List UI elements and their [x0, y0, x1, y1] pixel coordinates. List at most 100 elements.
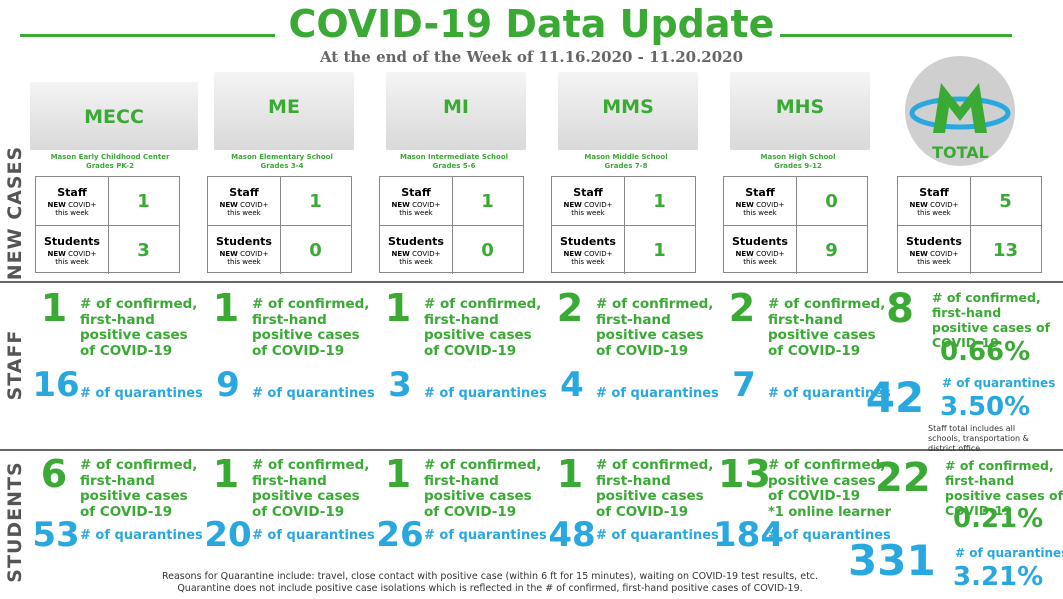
box-label: Students NEW COVID+ this week: [380, 226, 453, 274]
covid-word: COVID+: [68, 201, 97, 209]
quarantine-text: # of quarantines: [768, 528, 891, 543]
total-confirmed-text: # of confirmed, first-hand positive case…: [932, 290, 1051, 350]
box-label: Staff NEW COVID+ this week: [36, 177, 109, 225]
school-abbr: ME: [268, 96, 300, 118]
box-label: Staff NEW COVID+ this week: [380, 177, 453, 225]
box-row: Staff NEW COVID+ this week 1: [380, 177, 523, 225]
quarantine-count: 7: [732, 365, 756, 405]
footer: Reasons for Quarantine include: travel, …: [0, 571, 980, 595]
row-label: Staff: [57, 186, 87, 199]
section-label-text: STUDENTS: [4, 461, 26, 583]
covid-word: COVID+: [412, 250, 441, 258]
row-sublabel: this week: [571, 258, 605, 266]
box-label: Students NEW COVID+ this week: [898, 226, 971, 274]
covid-word: COVID+: [240, 201, 269, 209]
new-word: NEW: [735, 250, 754, 258]
school-grades: Grades 9-12: [774, 162, 822, 170]
row-sublabel: NEW COVID+: [898, 201, 970, 209]
row-sublabel: NEW COVID+: [380, 250, 452, 258]
school-photo: ME: [214, 72, 354, 150]
quarantine-text: # of quarantines: [424, 528, 547, 543]
row-label: Students: [560, 235, 616, 248]
row-sublabel: NEW COVID+: [380, 201, 452, 209]
row-sublabel: NEW COVID+: [552, 201, 624, 209]
title: COVID-19 Data Update: [288, 2, 775, 46]
total-logo: [905, 56, 1015, 166]
box-row: Students NEW COVID+ this week 13: [898, 225, 1041, 274]
row-sublabel: this week: [917, 258, 951, 266]
covid-word: COVID+: [930, 201, 959, 209]
confirmed-text: # of confirmed, first-hand positive case…: [424, 296, 542, 359]
box-row: Staff NEW COVID+ this week 0: [724, 177, 867, 225]
confirmed-count: 2: [556, 286, 584, 330]
new-word: NEW: [909, 250, 928, 258]
row-sublabel: NEW COVID+: [724, 201, 796, 209]
quarantine-text: # of quarantines: [80, 386, 203, 401]
new-word: NEW: [219, 201, 238, 209]
covid-word: COVID+: [68, 250, 97, 258]
covid-word: COVID+: [412, 201, 441, 209]
box-label: Students NEW COVID+ this week: [36, 226, 109, 274]
school-grades: Grades 7-8: [604, 162, 648, 170]
box-row: Staff NEW COVID+ this week 1: [36, 177, 179, 225]
confirmed-count: 13: [718, 452, 771, 496]
new-cases-box: Staff NEW COVID+ this week 1 Students NEW COV…: [35, 176, 180, 274]
confirmed-count: 1: [384, 286, 412, 330]
school-abbr: MECC: [84, 106, 144, 128]
row-sublabel: NEW COVID+: [36, 201, 108, 209]
new-word: NEW: [391, 201, 410, 209]
confirmed-text: # of confirmed, first-hand positive case…: [596, 457, 714, 520]
row-label: Students: [732, 235, 788, 248]
quarantine-text: # of quarantines: [768, 386, 891, 401]
total-quarantines: 42: [865, 373, 925, 422]
covid-word: COVID+: [584, 250, 613, 258]
row-sublabel: this week: [55, 258, 89, 266]
row-sublabel: NEW COVID+: [552, 250, 624, 258]
quarantine-count: 4: [560, 365, 584, 405]
confirmed-text: # of confirmed, first-hand positive case…: [80, 457, 198, 520]
covid-word: COVID+: [240, 250, 269, 258]
box-row: Staff NEW COVID+ this week 1: [552, 177, 695, 225]
total-confirmed: 22: [875, 455, 931, 501]
school-abbr: MMS: [602, 96, 654, 118]
new-word: NEW: [735, 201, 754, 209]
quarantine-text: # of quarantines: [596, 386, 719, 401]
covid-word: COVID+: [756, 250, 785, 258]
box-label: Staff NEW COVID+ this week: [552, 177, 625, 225]
divider: [0, 281, 1063, 283]
confirmed-text: # of confirmed, first-hand positive case…: [424, 457, 542, 520]
new-count: 1: [137, 190, 150, 212]
box-label: Students NEW COVID+ this week: [208, 226, 281, 274]
total-confirmed: 8: [886, 286, 914, 332]
new-cases-box: Staff NEW COVID+ this week 5 Students NEW COV…: [897, 176, 1042, 274]
quarantine-count: 48: [548, 515, 596, 555]
total-label: TOTAL: [932, 143, 989, 162]
school-grades: Grades 3-4: [260, 162, 304, 170]
new-cases-box: Staff NEW COVID+ this week 0 Students NEW COV…: [723, 176, 868, 274]
school-name: Mason Early Childhood Center: [50, 153, 170, 161]
section-label-text: NEW CASES: [4, 145, 26, 280]
box-label: Staff NEW COVID+ this week: [898, 177, 971, 225]
new-count: 1: [653, 239, 666, 261]
row-label: Students: [388, 235, 444, 248]
new-word: NEW: [563, 201, 582, 209]
new-count: 0: [309, 239, 322, 261]
box-row: Staff NEW COVID+ this week 1: [208, 177, 351, 225]
row-sublabel: this week: [743, 258, 777, 266]
confirmed-count: 2: [728, 286, 756, 330]
box-row: Students NEW COVID+ this week 9: [724, 225, 867, 274]
confirmed-count: 1: [384, 452, 412, 496]
total-quarantines: 331: [848, 536, 936, 585]
school-name: Mason High School: [760, 153, 836, 161]
staff-total-note: Staff total includes all schools, transp…: [928, 424, 1029, 453]
box-row: Students NEW COVID+ this week 1: [552, 225, 695, 274]
row-sublabel: this week: [55, 209, 89, 217]
confirmed-count: 1: [212, 452, 240, 496]
school-grades: Grades 5-6: [432, 162, 476, 170]
new-word: NEW: [391, 250, 410, 258]
box-label: Staff NEW COVID+ this week: [208, 177, 281, 225]
row-sublabel: this week: [571, 209, 605, 217]
box-row: Students NEW COVID+ this week 3: [36, 225, 179, 274]
new-cases-box: Staff NEW COVID+ this week 1 Students NEW COV…: [379, 176, 524, 274]
total-quarantines-pct: 3.50%: [940, 392, 1031, 422]
